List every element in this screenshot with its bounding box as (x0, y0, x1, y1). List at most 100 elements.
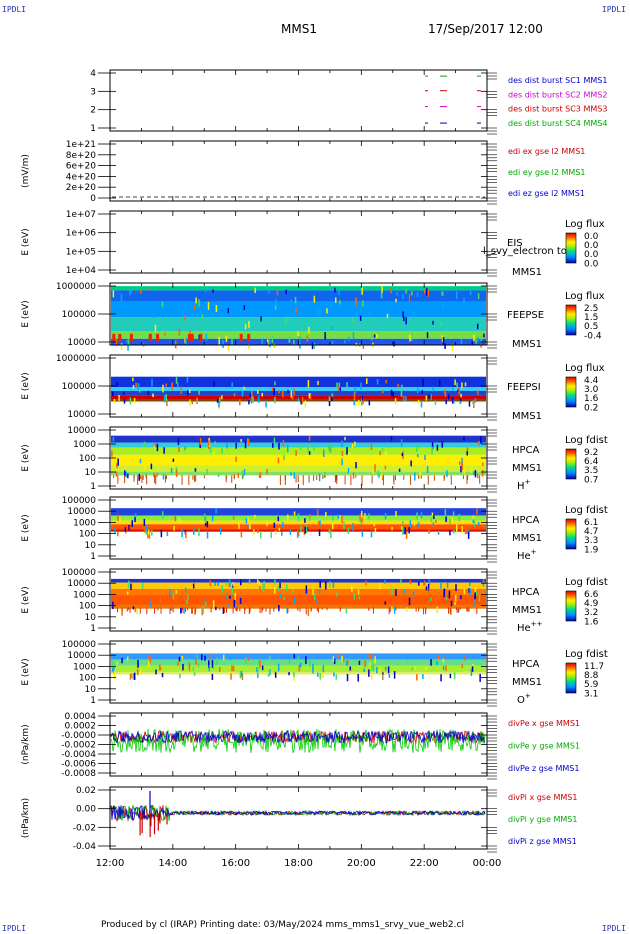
y-tick-label: 1e+21 (66, 140, 96, 150)
y-tick-label: 10000 (67, 410, 96, 420)
colorbar-value: 3.0 (584, 385, 599, 395)
plot-date: 17/Sep/2017 12:00 (428, 22, 543, 36)
panel-eis (98, 210, 577, 277)
colorbar-value: 11.7 (584, 662, 604, 672)
colorbar-value: 3.3 (584, 536, 598, 546)
y-tick-label: 4e+20 (66, 172, 97, 182)
y-tick-label: -0.0002 (61, 741, 96, 751)
y-tick-label: 1 (90, 124, 96, 134)
spectrogram-band (111, 454, 486, 466)
y-tick-label: 1000000 (56, 354, 96, 364)
colorbar-value: 0.7 (584, 475, 598, 485)
colorbar (565, 304, 577, 336)
overlay-label: l_svy_electron to (483, 246, 567, 257)
colorbar-value: 4.9 (584, 599, 599, 609)
colorbar-value: 1.9 (584, 545, 599, 555)
legend-entry: divPe z gse MMS1 (508, 764, 579, 773)
spectrogram-band (111, 508, 486, 516)
colorbar-value: -0.4 (584, 331, 602, 341)
spectrogram-band (111, 447, 486, 455)
spectrogram-band (111, 604, 486, 609)
instrument-label: MMS1 (512, 339, 542, 350)
colorbar-value: 1.6 (584, 617, 599, 627)
panel-feepse (98, 282, 577, 351)
species-label: O+ (517, 692, 531, 706)
colorbar-title: Log fdist (565, 435, 608, 446)
colorbar-value: 3.5 (584, 466, 598, 476)
spectrogram-band (111, 582, 486, 589)
colorbar (565, 518, 577, 550)
y-tick-label: 1000000 (56, 282, 96, 292)
y-tick-label: 1e+05 (66, 247, 96, 257)
legend-entry: divPi y gse MMS1 (508, 815, 577, 824)
spectrogram-band (111, 659, 486, 666)
legend-entry: divPe y gse MMS1 (508, 742, 580, 751)
spectrogram-band (111, 653, 486, 660)
species-label: H+ (517, 478, 531, 492)
colorbar-value: 5.9 (584, 680, 599, 690)
colorbar (565, 662, 577, 694)
y-tick-label: 1 (90, 552, 96, 562)
y-tick-label: 100000 (62, 382, 97, 392)
y-axis-label: E (eV) (21, 514, 31, 541)
spectrogram-band (111, 665, 486, 672)
y-tick-label: 100 (79, 530, 96, 540)
y-tick-label: 10 (85, 468, 97, 478)
legend-entry: edi ez gse l2 MMS1 (508, 189, 585, 198)
colorbar-value: 8.8 (584, 671, 599, 681)
y-tick-label: 100 (79, 454, 96, 464)
y-tick-label: 10000 (67, 507, 96, 517)
colorbar (565, 448, 577, 480)
panel-frame (109, 140, 488, 202)
y-tick-label: 10 (85, 613, 97, 623)
spectrogram-band (111, 317, 486, 332)
y-axis-label: E (eV) (21, 300, 31, 327)
y-tick-label: 1 (90, 624, 96, 634)
corner-label-br: IPDLI (601, 924, 626, 933)
y-axis-label: E (eV) (21, 444, 31, 471)
colorbar-value: 0.0 (584, 250, 599, 260)
legend-entry: edi ex gse l2 MMS1 (508, 147, 585, 156)
spectrogram-band (111, 672, 486, 675)
spectrogram-band (111, 376, 486, 388)
y-tick-label: 10000 (67, 579, 96, 589)
y-tick-label: 0.02 (76, 786, 96, 796)
spectrogram-band (111, 390, 486, 396)
y-tick-label: 1 (90, 482, 96, 492)
colorbar-value: 9.2 (584, 448, 598, 458)
instrument-label: MMS1 (512, 267, 542, 278)
instrument-label: MMS1 (512, 677, 542, 688)
spectrogram-band (111, 529, 486, 532)
y-tick-label: 1e+04 (66, 266, 97, 276)
legend-entry: des dist burst SC2 MMS2 (508, 90, 607, 99)
panel-feepsi (98, 354, 577, 421)
y-tick-label: 10000 (67, 426, 96, 436)
panel-frame (109, 712, 488, 777)
corner-label-tr: IPDLI (601, 5, 626, 14)
colorbar-title: Log flux (565, 363, 605, 374)
series-line (110, 805, 486, 823)
instrument-label: MMS1 (512, 533, 542, 544)
species-label: He++ (517, 620, 543, 634)
y-tick-label: 10 (85, 685, 97, 695)
instrument-label: MMS1 (512, 605, 542, 616)
page-title: MMS1 (281, 22, 317, 36)
legend-entry: divPi x gse MMS1 (508, 793, 577, 802)
colorbar-value: 6.4 (584, 457, 599, 467)
legend-entry: divPe x gse MMS1 (508, 719, 580, 728)
y-tick-label: 0 (90, 194, 96, 204)
y-tick-label: -0.0000 (61, 731, 96, 741)
spectrogram-band (111, 465, 486, 472)
x-tick-label: 20:00 (347, 858, 376, 869)
x-tick-label: 18:00 (284, 858, 313, 869)
y-tick-label: 8e+20 (66, 151, 97, 161)
y-tick-label: 1000 (73, 518, 96, 528)
series-line (110, 729, 486, 744)
y-tick-label: 2 (90, 106, 96, 116)
colorbar (565, 376, 577, 408)
y-tick-label: -0.02 (73, 823, 96, 833)
y-axis-label: E (eV) (21, 658, 31, 685)
instrument-label: EIS (507, 238, 523, 249)
spectrogram-band (111, 471, 486, 476)
y-axis-label: E (eV) (21, 372, 31, 399)
